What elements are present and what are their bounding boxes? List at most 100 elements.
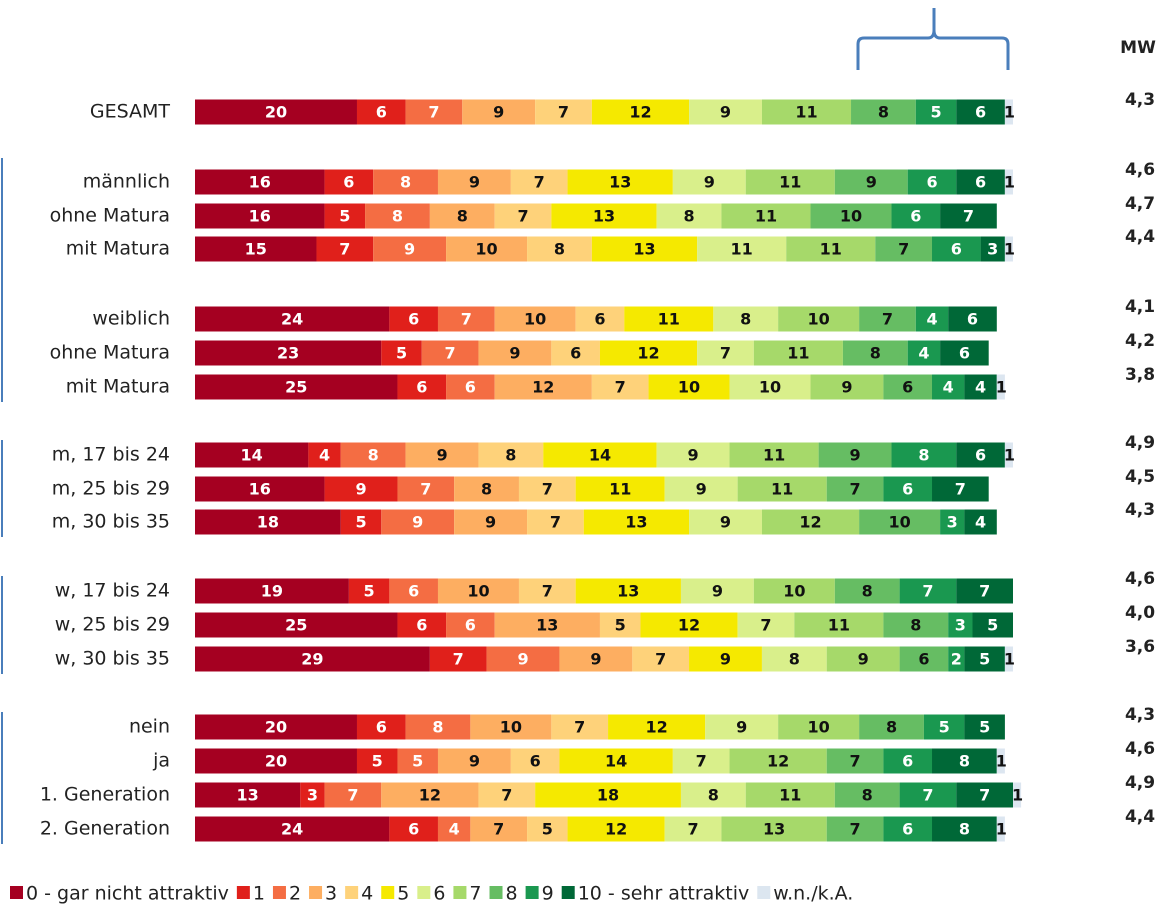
bar-segment <box>956 782 1013 808</box>
data-label: 11 <box>763 446 785 465</box>
data-label: 13 <box>536 616 558 635</box>
data-label: 19 <box>261 582 283 601</box>
data-label: 10 <box>807 718 829 737</box>
data-label: 9 <box>712 582 723 601</box>
mean-label: 4,6 <box>1125 160 1155 180</box>
bar-segment <box>340 509 382 535</box>
bar-segment <box>940 509 965 535</box>
bar-segment <box>680 578 754 604</box>
bar-segment <box>883 612 949 638</box>
data-label: 6 <box>975 173 986 192</box>
bar-segment <box>737 476 827 502</box>
bar-segment <box>697 340 754 366</box>
bar-segment <box>956 169 1005 195</box>
bar-segment <box>932 476 989 502</box>
category-label: 2. Generation <box>40 818 170 840</box>
data-label: 9 <box>469 752 480 771</box>
data-label: 5 <box>339 207 350 226</box>
bar-segment <box>664 476 738 502</box>
data-label: 3 <box>987 240 998 259</box>
data-label: 7 <box>955 480 966 499</box>
data-label: 5 <box>987 616 998 635</box>
data-label: 7 <box>849 480 860 499</box>
data-label: 10 <box>783 582 805 601</box>
data-label: 1 <box>1004 173 1015 192</box>
bar-segment <box>575 476 665 502</box>
data-label: 7 <box>461 310 472 329</box>
data-label: 25 <box>285 616 307 635</box>
category-label: weiblich <box>92 308 170 330</box>
bar-segment <box>713 306 779 332</box>
bar-segment <box>446 236 528 262</box>
bar-segment <box>494 374 592 400</box>
bar-segment <box>778 714 860 740</box>
data-label: 9 <box>849 446 860 465</box>
bar-segment <box>940 203 997 229</box>
data-label: 4 <box>975 513 986 532</box>
data-label: 12 <box>767 752 789 771</box>
data-label: 9 <box>720 650 731 669</box>
bar-segment <box>980 236 1005 262</box>
data-label: 13 <box>617 582 639 601</box>
bar-segment <box>689 99 762 125</box>
bar-segment <box>729 748 827 774</box>
bar-segment <box>794 612 884 638</box>
data-label: 8 <box>481 480 492 499</box>
legend-swatch <box>272 886 286 899</box>
data-label: 4 <box>918 344 929 363</box>
mean-label: 4,0 <box>1125 603 1155 623</box>
data-label: 6 <box>926 173 937 192</box>
bar-segment <box>421 340 479 366</box>
data-label: 6 <box>408 582 419 601</box>
data-label: 9 <box>720 103 731 122</box>
bar-segment <box>859 306 916 332</box>
data-label: 7 <box>849 820 860 839</box>
bar-segment <box>195 509 341 535</box>
bar-segment <box>891 203 941 229</box>
category-label: GESAMT <box>90 101 171 123</box>
legend-label: 4 <box>361 883 373 905</box>
data-label: 6 <box>902 378 913 397</box>
bar-segment <box>883 816 933 842</box>
data-label: 8 <box>918 446 929 465</box>
bar-segment <box>834 169 908 195</box>
data-label: 3 <box>955 616 966 635</box>
data-label: 14 <box>241 446 263 465</box>
bar-segment <box>583 509 690 535</box>
data-label: 6 <box>416 378 427 397</box>
data-label: 9 <box>436 446 447 465</box>
bar-segment <box>826 646 900 672</box>
bar-segment <box>478 340 552 366</box>
bar-segment <box>405 99 463 125</box>
legend-label: w.n./k.A. <box>773 883 853 905</box>
bar-segment <box>656 203 722 229</box>
data-label: 11 <box>779 786 801 805</box>
data-label: 9 <box>704 173 715 192</box>
bar-segment <box>397 612 447 638</box>
bar-segment <box>527 509 584 535</box>
bar-segment <box>899 578 957 604</box>
data-label: 12 <box>605 820 627 839</box>
data-label: 2 <box>951 650 962 669</box>
bar-segment <box>964 714 1005 740</box>
data-label: 11 <box>828 616 850 635</box>
data-label: 7 <box>696 752 707 771</box>
data-label: 7 <box>501 786 512 805</box>
bar-segment <box>956 99 1005 125</box>
bar-segment <box>567 816 665 842</box>
data-label: 6 <box>902 820 913 839</box>
data-label: 11 <box>731 240 753 259</box>
bar-segment <box>437 169 511 195</box>
data-label: 7 <box>542 480 553 499</box>
data-label: 9 <box>736 718 747 737</box>
data-label: 10 <box>840 207 862 226</box>
data-label: 11 <box>771 480 793 499</box>
bar-segment <box>656 442 730 468</box>
bar-segment <box>356 748 398 774</box>
bar-segment <box>575 578 681 604</box>
data-label: 1 <box>996 752 1007 771</box>
data-label: 12 <box>646 718 668 737</box>
data-label: 6 <box>570 344 581 363</box>
data-label: 4 <box>449 820 460 839</box>
data-label: 1 <box>1004 650 1015 669</box>
